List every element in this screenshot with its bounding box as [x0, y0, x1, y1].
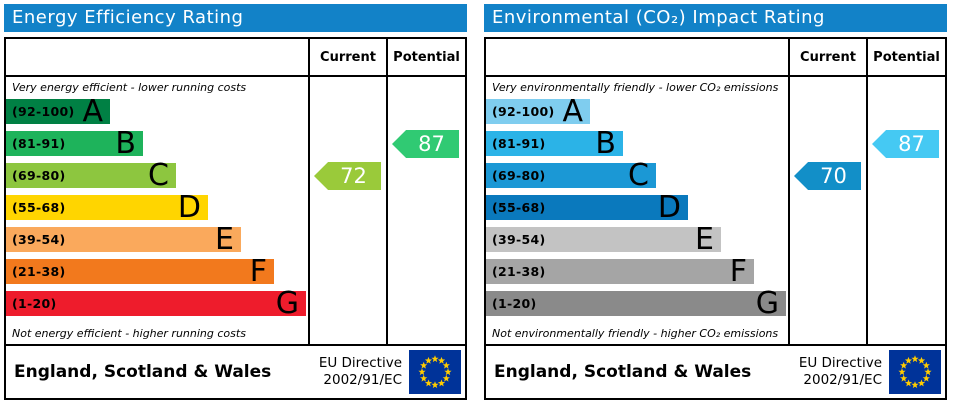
- environmental-impact-panel: Environmental (CO₂) Impact Rating Curren…: [484, 4, 947, 400]
- band-c-range: (69-80): [492, 168, 546, 183]
- band-g-range: (1-20): [492, 296, 537, 311]
- panel-title: Energy Efficiency Rating: [4, 4, 467, 32]
- top-note: Very environmentally friendly - lower CO…: [492, 81, 779, 94]
- potential-value-cell: 87: [868, 77, 945, 344]
- current-column-header: Current: [790, 39, 868, 75]
- current-rating-value: 70: [820, 164, 847, 188]
- potential-rating-arrow: 87: [872, 130, 939, 158]
- current-value-cell: 70: [790, 77, 868, 344]
- eu-directive-label: EU Directive 2002/91/EC: [799, 355, 882, 389]
- band-b-letter: B: [595, 126, 616, 161]
- epc-table: Current Potential Very environmentally f…: [484, 37, 947, 400]
- band-b-letter: B: [115, 126, 136, 161]
- column-header-row: Current Potential: [486, 39, 945, 77]
- band-b-range: (81-91): [12, 136, 66, 151]
- band-d-range: (55-68): [492, 200, 546, 215]
- band-d-letter: D: [177, 190, 201, 225]
- potential-rating-value: 87: [418, 132, 445, 156]
- band-c-range: (69-80): [12, 168, 66, 183]
- band-g-range: (1-20): [12, 296, 57, 311]
- band-c: (69-80) C: [486, 158, 656, 193]
- eu-directive-line2: 2002/91/EC: [323, 372, 402, 388]
- eu-directive-line1: EU Directive: [798, 355, 882, 372]
- band-b: (81-91) B: [6, 126, 143, 161]
- band-a-range: (92-100): [12, 104, 75, 119]
- band-b: (81-91) B: [486, 126, 623, 161]
- energy-efficiency-panel: Energy Efficiency Rating Current Potenti…: [4, 4, 467, 400]
- current-column-header: Current: [310, 39, 388, 75]
- footer-row: England, Scotland & Wales EU Directive 2…: [6, 344, 465, 398]
- band-a-letter: A: [562, 94, 583, 129]
- band-e-range: (39-54): [12, 232, 66, 247]
- band-f: (21-38) F: [6, 254, 274, 289]
- band-d-range: (55-68): [12, 200, 66, 215]
- current-rating-arrow: 72: [314, 162, 381, 190]
- band-e-range: (39-54): [492, 232, 546, 247]
- top-note: Very energy efficient - lower running co…: [12, 81, 247, 94]
- band-c: (69-80) C: [6, 158, 176, 193]
- bottom-note: Not environmentally friendly - higher CO…: [492, 327, 779, 340]
- eu-directive-line1: EU Directive: [318, 355, 402, 372]
- band-c-letter: C: [628, 158, 649, 193]
- eu-flag-icon: [409, 350, 461, 394]
- band-e-letter: E: [215, 222, 234, 257]
- band-d: (55-68) D: [6, 190, 208, 225]
- current-rating-arrow: 70: [794, 162, 861, 190]
- potential-column-header: Potential: [393, 49, 460, 65]
- panel-title: Environmental (CO₂) Impact Rating: [484, 4, 947, 32]
- header-spacer-cell: [486, 39, 790, 75]
- band-f-letter: F: [729, 254, 747, 289]
- footer-row: England, Scotland & Wales EU Directive 2…: [486, 344, 945, 398]
- eu-flag-icon: [889, 350, 941, 394]
- epc-table: Current Potential Very energy efficient …: [4, 37, 467, 400]
- band-f-range: (21-38): [12, 264, 66, 279]
- band-g-letter: G: [275, 286, 299, 321]
- band-b-range: (81-91): [492, 136, 546, 151]
- bottom-note: Not energy efficient - higher running co…: [12, 327, 246, 340]
- band-f: (21-38) F: [486, 254, 754, 289]
- band-f-letter: F: [249, 254, 267, 289]
- band-a: (92-100) A: [486, 94, 590, 129]
- band-e: (39-54) E: [6, 222, 241, 257]
- current-value-cell: 72: [310, 77, 388, 344]
- eu-directive-line2: 2002/91/EC: [803, 372, 882, 388]
- band-f-range: (21-38): [492, 264, 546, 279]
- region-label: England, Scotland & Wales: [14, 362, 272, 382]
- potential-value-cell: 87: [388, 77, 465, 344]
- band-a: (92-100) A: [6, 94, 110, 129]
- rating-scale: Very energy efficient - lower running co…: [6, 77, 310, 344]
- column-header-row: Current Potential: [6, 39, 465, 77]
- eu-directive-label: EU Directive 2002/91/EC: [319, 355, 402, 389]
- potential-column-header: Potential: [873, 49, 940, 65]
- band-a-letter: A: [82, 94, 103, 129]
- band-g: (1-20) G: [486, 286, 786, 321]
- band-g: (1-20) G: [6, 286, 306, 321]
- band-c-letter: C: [148, 158, 169, 193]
- current-rating-value: 72: [340, 164, 367, 188]
- band-d: (55-68) D: [486, 190, 688, 225]
- band-e-letter: E: [695, 222, 714, 257]
- band-e: (39-54) E: [486, 222, 721, 257]
- band-d-letter: D: [657, 190, 681, 225]
- rating-scale: Very environmentally friendly - lower CO…: [486, 77, 790, 344]
- potential-rating-arrow: 87: [392, 130, 459, 158]
- rating-body: Very environmentally friendly - lower CO…: [486, 77, 945, 344]
- region-label: England, Scotland & Wales: [494, 362, 752, 382]
- potential-rating-value: 87: [898, 132, 925, 156]
- header-spacer-cell: [6, 39, 310, 75]
- band-g-letter: G: [755, 286, 779, 321]
- band-a-range: (92-100): [492, 104, 555, 119]
- rating-body: Very energy efficient - lower running co…: [6, 77, 465, 344]
